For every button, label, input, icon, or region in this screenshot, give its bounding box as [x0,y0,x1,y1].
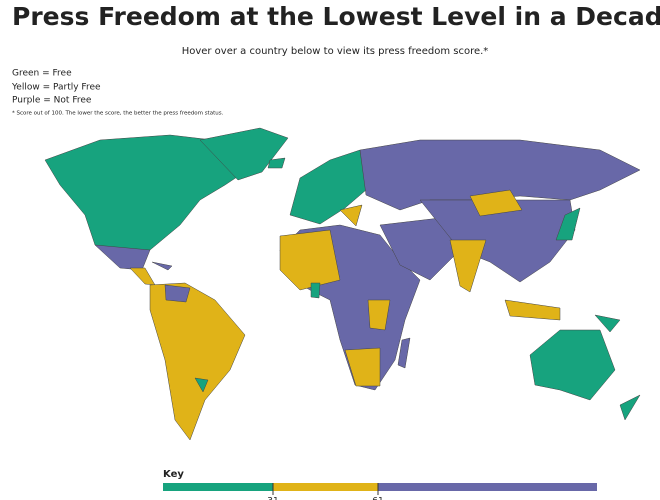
country[interactable] [379,217,461,281]
legend-line: Green = Free [12,69,72,79]
key-tick-label: 31 [267,497,278,500]
country[interactable] [504,299,561,321]
key-title: Key [163,469,184,480]
key-segment [378,483,597,491]
legend-line: Yellow = Partly Free [11,83,101,93]
country[interactable] [594,314,621,333]
country[interactable] [367,299,391,331]
footnote: * Score out of 100. The lower the score,… [12,111,224,117]
country[interactable] [339,204,363,227]
country[interactable] [129,267,156,286]
key-segment [273,483,378,491]
key-segment [163,483,273,491]
key-tick-label: 61 [372,497,383,500]
country[interactable] [555,207,581,241]
country[interactable] [529,329,616,401]
legend-line: Purple = Not Free [12,96,92,106]
country[interactable] [164,284,191,303]
country[interactable] [279,229,341,291]
country[interactable] [267,157,286,169]
subtitle: Hover over a country below to view its p… [182,46,489,57]
country[interactable] [44,134,271,256]
country[interactable] [149,282,246,441]
country[interactable] [397,337,411,369]
country[interactable] [151,261,173,271]
country[interactable] [194,377,209,393]
country[interactable] [199,127,289,181]
world-map [44,127,641,441]
country[interactable] [469,189,523,217]
country[interactable] [449,239,487,293]
country[interactable] [310,282,321,299]
key: 31 61 [163,483,597,500]
country[interactable] [619,394,641,421]
title: Press Freedom at the Lowest Level in a D… [12,2,660,31]
country[interactable] [344,347,381,387]
